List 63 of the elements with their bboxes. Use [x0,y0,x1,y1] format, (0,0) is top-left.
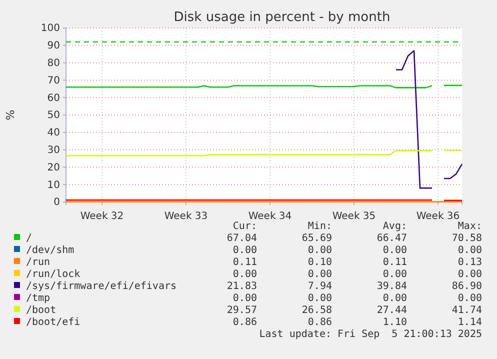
text: 0.00 [458,293,482,304]
y-tick-label: 90 [47,40,60,52]
legend-label: / [26,233,32,244]
text: 0.11 [232,257,257,268]
x-tick-label: Week 35 [332,211,376,222]
text: 26.58 [302,305,332,316]
text: 70.58 [452,233,482,244]
text: 66.47 [376,233,407,244]
text: 0.86 [232,317,257,328]
text: 0.00 [232,269,257,280]
y-tick-label: 80 [47,58,60,69]
legend-label: /tmp [26,293,50,304]
text: 7.94 [308,281,332,292]
x-tick-label: Week 33 [164,211,208,222]
text: 0.00 [232,245,257,256]
text: Min: [308,221,332,232]
text: 21.83 [226,281,257,292]
text: Avg: [382,221,407,232]
text: 0.10 [308,257,332,268]
text: 0.00 [232,293,257,304]
y-tick-label: 10 [47,180,60,191]
y-tick-label: 60 [47,92,60,104]
text: 41.74 [452,305,482,316]
text: 27.44 [376,305,407,316]
text: 0.00 [382,269,407,280]
chart-title: Disk usage in percent - by month [174,10,390,25]
text: Cur: [232,221,257,232]
legend-label: /run [26,257,50,268]
text: 39.84 [376,281,407,292]
y-tick-label: 50 [47,110,60,122]
text: 65.69 [302,233,332,244]
y-tick-label: 30 [47,145,60,156]
text: 0.00 [458,269,482,280]
text: 1.14 [458,317,482,328]
legend-label: /sys/firmware/efi/efivars [26,281,177,292]
text: 0.11 [382,257,407,268]
y-tick-label: 100 [40,23,60,34]
x-tick-label: Week 32 [80,211,124,222]
legend-label: /boot/efi [26,317,80,328]
text: 0.00 [382,245,407,256]
text: 0.00 [308,245,332,256]
text: 86.90 [452,281,482,292]
y-tick-label: 40 [47,128,60,139]
text: 0.00 [308,293,332,304]
legend-label: /boot [26,305,56,316]
text: 0.00 [458,245,482,256]
legend-label: /dev/shm [26,245,74,256]
text: 0.00 [382,293,407,304]
y-tick-label: 70 [47,75,60,86]
x-tick-label: Week 34 [248,211,292,222]
legend-label: /run/lock [26,269,80,280]
text: 29.57 [226,305,257,316]
y-tick-label: 0 [54,197,60,208]
text: 0.13 [458,257,482,268]
text: 0.86 [308,317,332,328]
x-tick-label: Week 36 [416,211,460,222]
text: Last update: Fri Sep 5 21:00:13 2025 [259,329,482,340]
text: Max: [458,221,482,232]
y-axis-title: % [4,110,17,120]
text: 67.04 [226,233,257,244]
text: 0.00 [308,269,332,280]
text: 1.10 [382,317,407,328]
y-tick-label: 20 [47,162,60,174]
